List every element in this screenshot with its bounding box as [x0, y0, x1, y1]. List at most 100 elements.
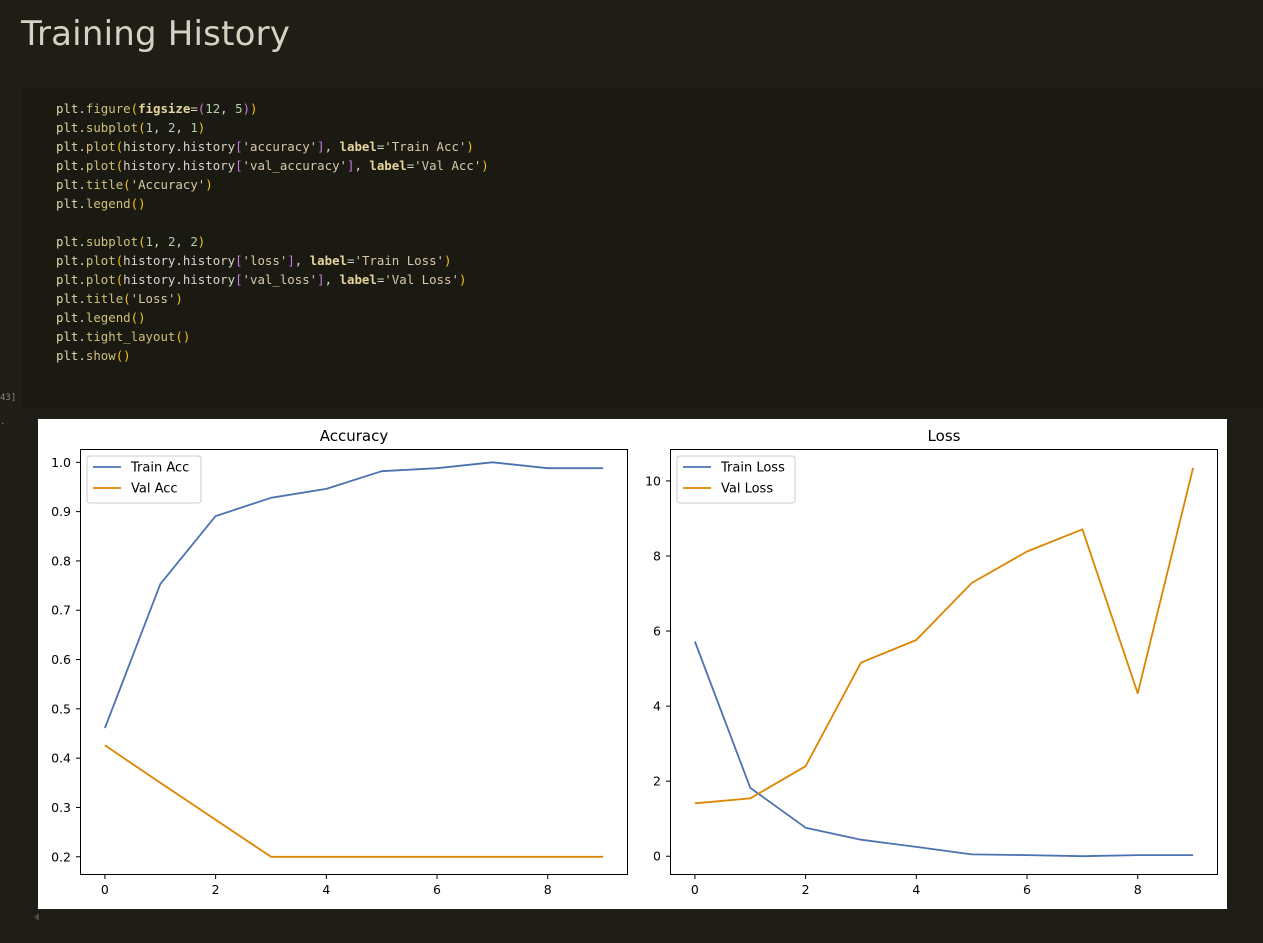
- y-tick-label: 0.7: [51, 603, 71, 618]
- code-token: ,: [324, 272, 340, 287]
- code-token: =: [406, 158, 415, 173]
- x-tick-label: 6: [1023, 882, 1031, 897]
- y-tick-label: 0.5: [51, 701, 71, 716]
- code-token: 1: [190, 120, 198, 135]
- code-token: [: [235, 253, 243, 268]
- code-token: plt: [56, 234, 79, 249]
- code-line: plt.title('Accuracy'): [56, 175, 489, 194]
- code-line: plt.show(): [56, 346, 489, 365]
- subplot-loss: Loss 0 2 4 6 8 0 2 4 6 8 10 Train Loss Val Loss: [645, 427, 1218, 897]
- code-token: ): [175, 291, 183, 306]
- subplot-accuracy: Accuracy 0 2 4 6 8 0.2 0.3 0.4 0.5 0.6 0.7 0.8 0.9 1.0…: [51, 427, 628, 897]
- code-token: .: [78, 158, 86, 173]
- code-line: plt.plot(history.history['val_accuracy']…: [56, 156, 489, 175]
- code-token: .: [78, 196, 86, 211]
- code-token: ): [250, 101, 258, 116]
- code-line: plt.title('Loss'): [56, 289, 489, 308]
- x-tick-label: 4: [912, 882, 920, 897]
- code-token: [: [235, 158, 243, 173]
- code-token: figsize: [138, 101, 191, 116]
- code-token: 'Loss': [130, 291, 176, 306]
- code-token: history.history: [123, 272, 236, 287]
- code-token: .: [78, 120, 86, 135]
- code-token: 12: [205, 101, 221, 116]
- code-token: history.history: [123, 253, 236, 268]
- legend-label: Val Loss: [721, 482, 773, 497]
- code-editor[interactable]: plt.figure(figsize=(12, 5)) plt.subplot(1…: [56, 99, 489, 365]
- legend: Train Loss Val Loss: [676, 455, 796, 504]
- code-token: 'Val Loss': [384, 272, 459, 287]
- code-token: .: [78, 234, 86, 249]
- code-token: figure: [85, 101, 131, 116]
- code-token: ): [466, 139, 474, 154]
- code-token: .: [78, 310, 86, 325]
- code-token: ): [205, 177, 213, 192]
- code-token: (: [138, 120, 146, 135]
- y-tick-label: 0.3: [51, 800, 71, 815]
- code-token: 5: [235, 101, 243, 116]
- code-token: 'loss': [242, 253, 288, 268]
- legend-label: Val Acc: [131, 482, 178, 497]
- y-tick-label: 0.6: [51, 652, 71, 667]
- code-line: plt.figure(figsize=(12, 5)): [56, 99, 489, 118]
- series-line-val-loss: [694, 467, 1194, 805]
- code-token: ): [444, 253, 452, 268]
- code-token: =: [376, 139, 385, 154]
- code-token: ,: [153, 120, 168, 135]
- code-token: plt: [56, 329, 79, 344]
- legend: Train Acc Val Acc: [86, 455, 202, 504]
- code-token: plt: [56, 291, 79, 306]
- code-token: plot: [85, 139, 116, 154]
- code-token: ,: [294, 253, 310, 268]
- code-token: 1: [145, 120, 154, 135]
- code-token: ]: [317, 139, 325, 154]
- y-tick-label: 0.9: [51, 504, 71, 519]
- code-token: plt: [56, 177, 79, 192]
- code-line: plt.legend(): [56, 194, 489, 213]
- code-token: (): [115, 348, 131, 363]
- code-token: 1: [145, 234, 154, 249]
- code-line: plt.plot(history.history['accuracy'], la…: [56, 137, 489, 156]
- code-token: plot: [85, 253, 116, 268]
- code-line: plt.subplot(1, 2, 1): [56, 118, 489, 137]
- code-token: ,: [153, 234, 168, 249]
- code-token: 'Accuracy': [130, 177, 206, 192]
- code-token: (: [115, 139, 124, 154]
- code-token: legend: [85, 196, 131, 211]
- code-token: 'val_loss': [242, 272, 318, 287]
- code-token: ): [197, 120, 206, 135]
- scroll-left-arrow-icon[interactable]: [34, 913, 39, 921]
- code-token: (: [115, 158, 124, 173]
- y-tick-label: 0.8: [51, 553, 71, 568]
- output-figure: Accuracy 0 2 4 6 8 0.2 0.3 0.4 0.5 0.6 0.7 0.8 0.9 1.0…: [38, 419, 1227, 909]
- code-token: .: [78, 329, 86, 344]
- code-line: [56, 213, 489, 232]
- code-token: ): [197, 234, 206, 249]
- code-token: .: [78, 139, 86, 154]
- code-token: history.history: [123, 139, 236, 154]
- code-token: label: [339, 139, 377, 154]
- code-token: .: [78, 272, 86, 287]
- code-token: title: [85, 177, 124, 192]
- code-token: ,: [175, 234, 191, 249]
- y-tick-label: 1.0: [51, 455, 71, 470]
- legend-label: Train Loss: [720, 461, 785, 476]
- output-marker: .: [0, 417, 6, 427]
- code-token: ]: [317, 272, 325, 287]
- x-tick-label: 8: [1134, 882, 1142, 897]
- code-cell[interactable]: plt.figure(figsize=(12, 5)) plt.subplot(1…: [22, 88, 1263, 409]
- code-token: 2: [167, 120, 176, 135]
- code-token: ): [481, 158, 489, 173]
- x-tick-label: 8: [544, 882, 552, 897]
- series-line-val-acc: [104, 744, 604, 858]
- y-tick-label: 4: [653, 699, 661, 714]
- axes-frame: [670, 449, 1218, 875]
- series-line-train-loss: [694, 641, 1194, 858]
- code-token: 2: [190, 234, 198, 249]
- code-line: plt.plot(history.history['loss'], label=…: [56, 251, 489, 270]
- y-tick-label: 2: [653, 774, 661, 789]
- code-line: plt.tight_layout(): [56, 327, 489, 346]
- code-token: 'Train Acc': [384, 139, 467, 154]
- code-token: tight_layout: [85, 329, 176, 344]
- code-token: ,: [175, 120, 191, 135]
